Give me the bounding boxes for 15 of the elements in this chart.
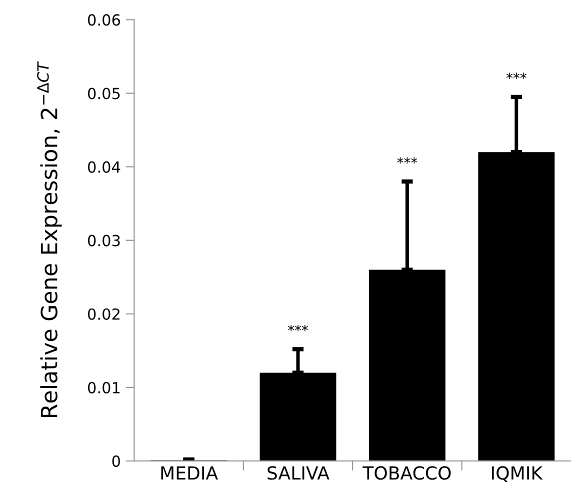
y-axis-title: Relative Gene Expression, 2$^{−ΔCT}$ (37, 61, 62, 418)
x-tick-label: SALIVA (268, 466, 330, 480)
y-tick-label: 0.06 (88, 14, 120, 26)
annotation: *** (397, 157, 418, 164)
y-tick-label: 0.03 (88, 234, 120, 246)
y-tick-label: 0.01 (88, 382, 120, 394)
x-tick-label: TOBACCO (362, 466, 451, 480)
annotation: *** (288, 324, 308, 332)
y-tick-label: 0.04 (88, 161, 120, 173)
x-tick-label: IQMIK (492, 466, 543, 482)
y-tick-label: 0.02 (88, 308, 120, 320)
y-tick-label: 0.05 (88, 88, 120, 100)
y-tick-label: 0 (112, 455, 120, 467)
annotation: *** (506, 72, 526, 79)
x-tick-label: MEDIA (161, 466, 218, 480)
